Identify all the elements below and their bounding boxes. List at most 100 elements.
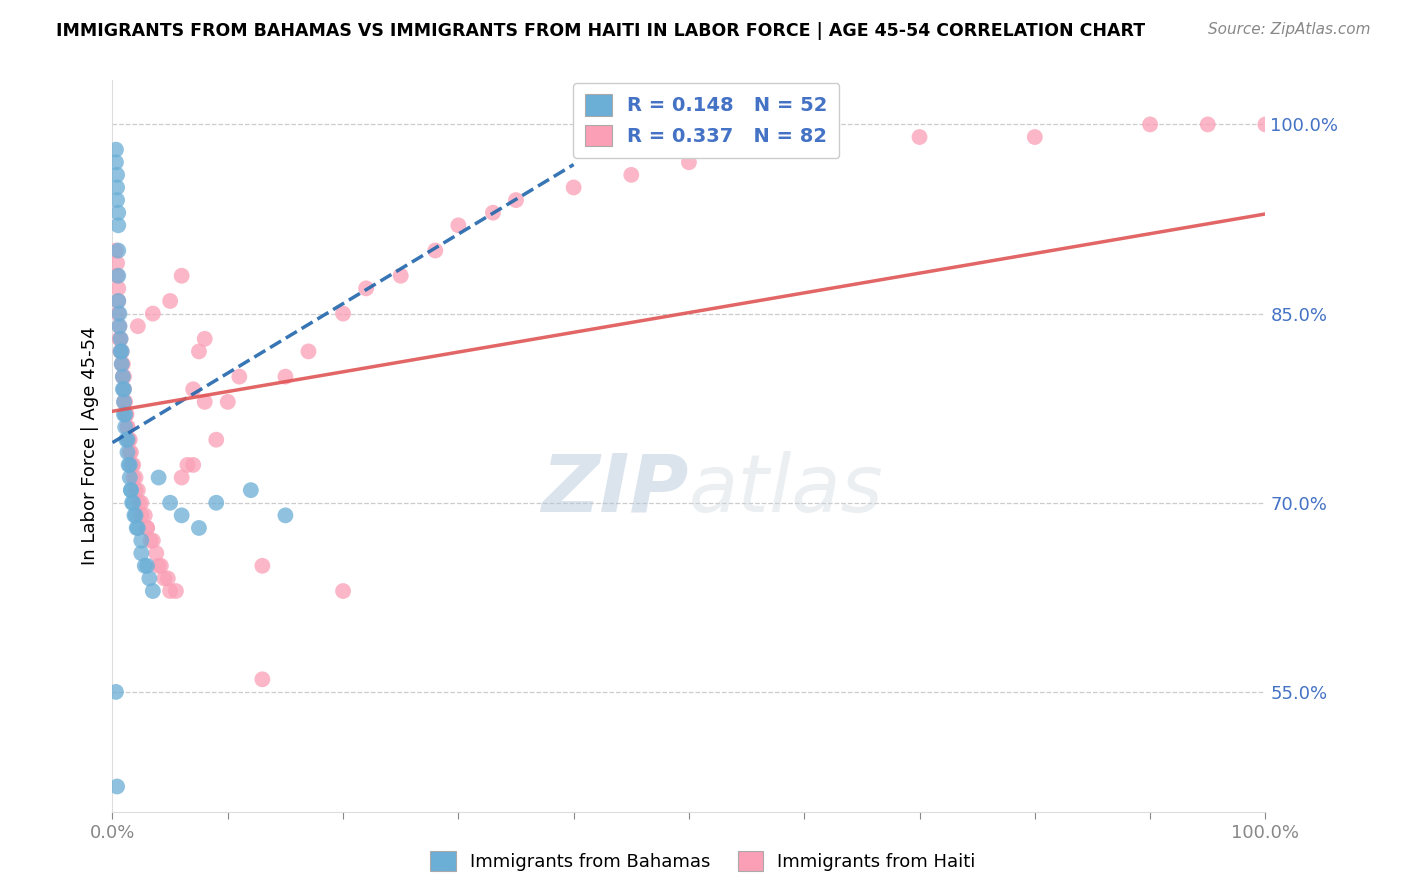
- Point: [118, 445, 141, 459]
- Point: [105, 268, 128, 283]
- Point: [274, 508, 297, 523]
- Point: [297, 344, 319, 359]
- Point: [205, 433, 228, 447]
- Point: [1024, 130, 1046, 145]
- Point: [170, 268, 193, 283]
- Point: [107, 205, 129, 219]
- Point: [136, 521, 159, 535]
- Point: [122, 470, 145, 484]
- Text: ZIP: ZIP: [541, 450, 689, 529]
- Point: [115, 408, 138, 422]
- Point: [121, 496, 143, 510]
- Point: [128, 496, 150, 510]
- Point: [149, 558, 172, 573]
- Text: Source: ZipAtlas.com: Source: ZipAtlas.com: [1208, 22, 1371, 37]
- Point: [447, 219, 470, 233]
- Point: [145, 546, 167, 560]
- Point: [482, 205, 505, 219]
- Point: [793, 143, 815, 157]
- Point: [115, 408, 138, 422]
- Point: [908, 130, 931, 145]
- Point: [104, 143, 127, 157]
- Point: [111, 382, 134, 396]
- Point: [112, 369, 135, 384]
- Point: [217, 395, 239, 409]
- Point: [111, 344, 134, 359]
- Point: [118, 470, 141, 484]
- Point: [107, 268, 129, 283]
- Point: [107, 281, 129, 295]
- Point: [117, 420, 139, 434]
- Point: [188, 344, 211, 359]
- Point: [120, 483, 142, 497]
- Point: [117, 445, 139, 459]
- Point: [105, 193, 128, 207]
- Point: [107, 244, 129, 258]
- Point: [562, 180, 585, 194]
- Point: [112, 382, 135, 396]
- Point: [159, 584, 181, 599]
- Point: [110, 344, 132, 359]
- Legend: R = 0.148   N = 52, R = 0.337   N = 82: R = 0.148 N = 52, R = 0.337 N = 82: [574, 83, 839, 158]
- Point: [252, 558, 274, 573]
- Point: [332, 307, 354, 321]
- Point: [194, 332, 217, 346]
- Point: [181, 458, 204, 472]
- Point: [111, 344, 134, 359]
- Point: [129, 533, 153, 548]
- Point: [239, 483, 262, 497]
- Y-axis label: In Labor Force | Age 45-54: In Labor Force | Age 45-54: [80, 326, 98, 566]
- Point: [148, 470, 170, 484]
- Point: [124, 470, 146, 484]
- Point: [142, 533, 165, 548]
- Point: [105, 180, 128, 194]
- Point: [205, 496, 228, 510]
- Point: [194, 395, 217, 409]
- Point: [252, 673, 274, 687]
- Point: [120, 483, 142, 497]
- Point: [138, 571, 160, 585]
- Point: [122, 458, 145, 472]
- Text: IMMIGRANTS FROM BAHAMAS VS IMMIGRANTS FROM HAITI IN LABOR FORCE | AGE 45-54 CORR: IMMIGRANTS FROM BAHAMAS VS IMMIGRANTS FR…: [56, 22, 1146, 40]
- Point: [156, 571, 179, 585]
- Point: [129, 508, 153, 523]
- Point: [104, 155, 127, 169]
- Point: [1139, 117, 1161, 131]
- Point: [105, 780, 128, 794]
- Point: [110, 332, 132, 346]
- Point: [1197, 117, 1219, 131]
- Point: [124, 508, 146, 523]
- Point: [118, 458, 141, 472]
- Point: [148, 558, 170, 573]
- Point: [153, 571, 176, 585]
- Point: [425, 244, 447, 258]
- Point: [120, 445, 142, 459]
- Point: [110, 344, 132, 359]
- Point: [127, 319, 149, 334]
- Point: [142, 307, 165, 321]
- Point: [136, 558, 159, 573]
- Point: [104, 244, 127, 258]
- Point: [139, 533, 162, 548]
- Point: [111, 357, 134, 371]
- Point: [124, 483, 146, 497]
- Point: [107, 293, 129, 308]
- Point: [110, 332, 132, 346]
- Point: [117, 433, 139, 447]
- Point: [111, 357, 134, 371]
- Point: [354, 281, 377, 295]
- Point: [127, 521, 149, 535]
- Point: [389, 268, 412, 283]
- Point: [118, 433, 141, 447]
- Point: [165, 584, 187, 599]
- Point: [129, 546, 153, 560]
- Point: [176, 458, 198, 472]
- Point: [108, 319, 131, 334]
- Point: [111, 369, 134, 384]
- Point: [114, 395, 136, 409]
- Point: [124, 508, 146, 523]
- Point: [112, 382, 135, 396]
- Point: [111, 357, 134, 371]
- Point: [105, 256, 128, 270]
- Point: [125, 521, 148, 535]
